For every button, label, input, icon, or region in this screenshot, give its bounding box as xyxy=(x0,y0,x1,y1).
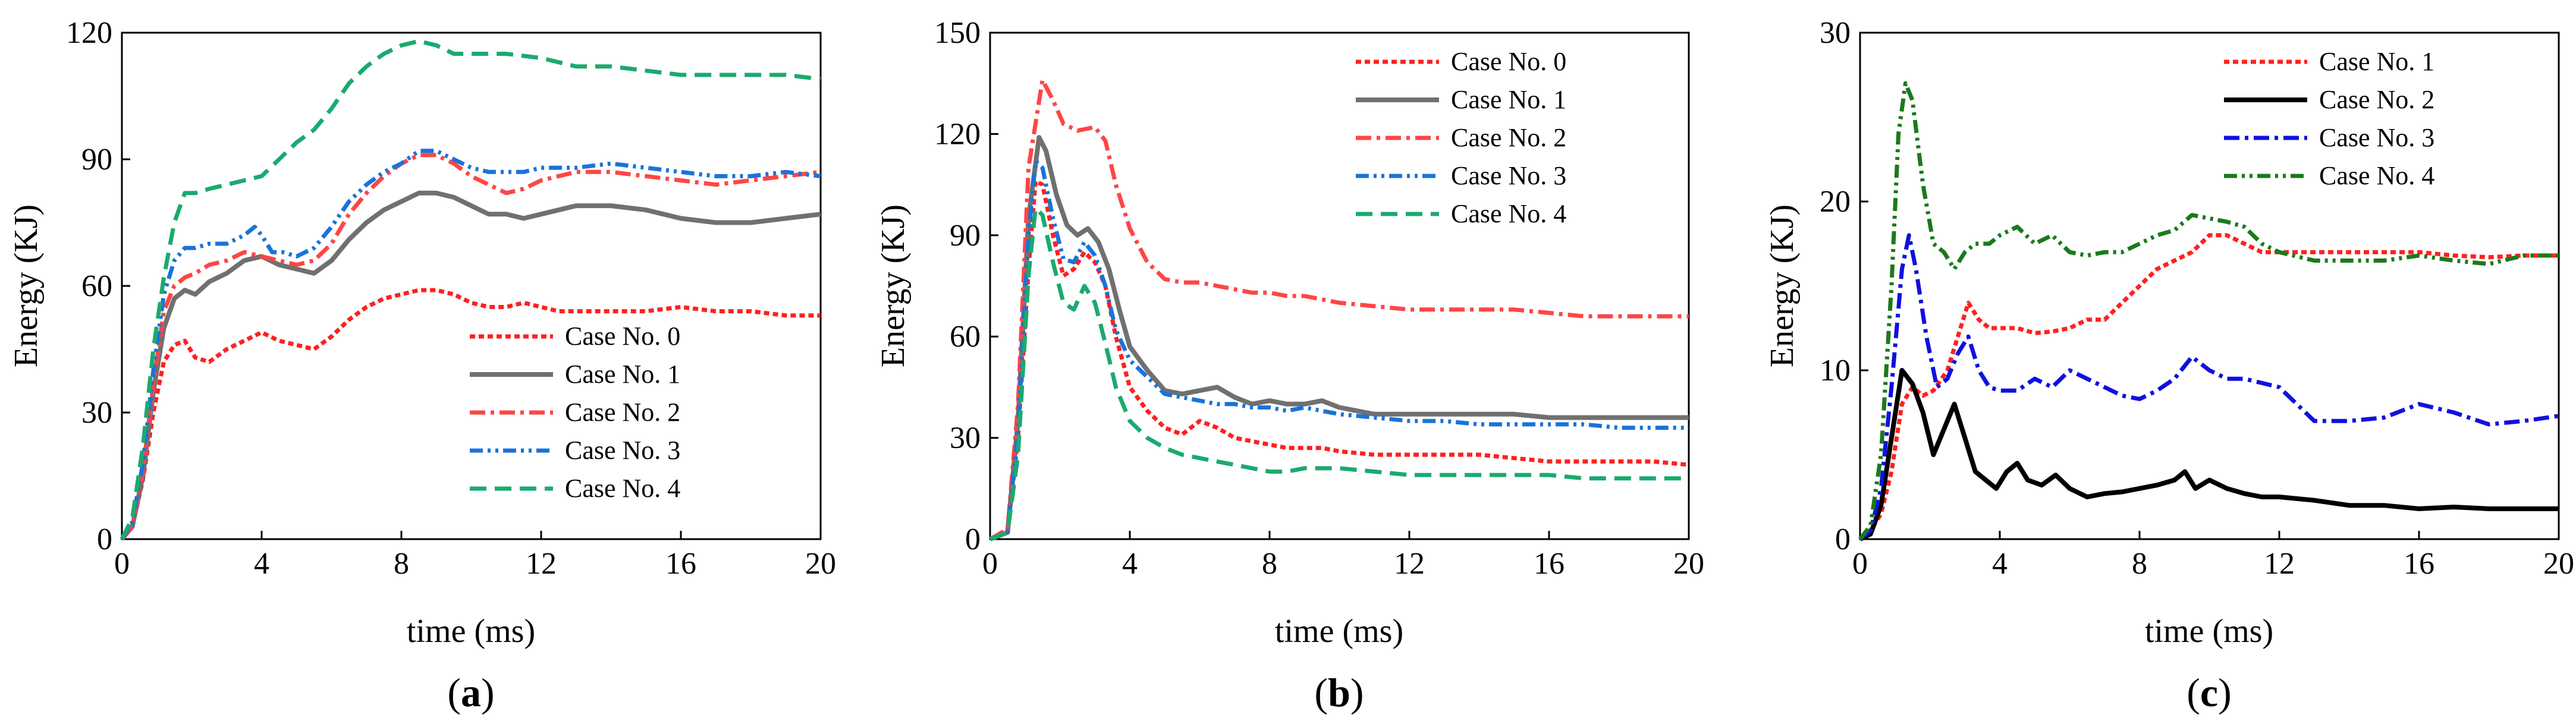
panel-a-series-case-no-2 xyxy=(120,153,821,541)
panel-a-xtick-label: 12 xyxy=(526,547,557,581)
panel-c-xtick-label: 20 xyxy=(2543,547,2574,581)
panel-a-ylabel: Energy (KJ) xyxy=(8,204,45,367)
panel-a-legend: Case No. 0 Case No. 1 Case No. 2 Case No. 3… xyxy=(470,322,680,503)
panel-c-legend-label: Case No. 1 xyxy=(2319,47,2434,76)
panel-a-ytick-label: 30 xyxy=(81,396,112,430)
panel-b-legend: Case No. 0 Case No. 1 Case No. 2 Case No. 3… xyxy=(1356,47,1566,228)
panel-c-ylabel: Energy (KJ) xyxy=(1764,204,1801,367)
panel-c-ticks: 0 4 8 12 16 20 0 10 20 30 xyxy=(1820,16,2574,581)
panel-c-xtick-label: 16 xyxy=(2404,547,2434,581)
panel-c-xtick-label: 8 xyxy=(2132,547,2147,581)
panel-c-xtick-label: 4 xyxy=(1992,547,2008,581)
panel-b-ytick-label: 30 xyxy=(950,421,981,455)
panel-b-legend-label: Case No. 1 xyxy=(1451,85,1566,114)
panel-c-frame xyxy=(1859,32,2560,540)
panel-a-ytick-label: 120 xyxy=(66,16,112,50)
panel-a-legend-label: Case No. 1 xyxy=(565,360,680,389)
panel-b-series xyxy=(989,78,1689,542)
panel-c-xtick-label: 0 xyxy=(1852,547,1868,581)
panel-b-ytick-label: 150 xyxy=(934,16,981,50)
panel-a: 0 4 8 12 16 20 0 30 60 90 120 Case No. 0 Case No. 1… xyxy=(8,16,836,715)
panel-a-xtick-label: 16 xyxy=(665,547,696,581)
panel-a-xtick-label: 8 xyxy=(394,547,409,581)
panel-b-ylabel: Energy (KJ) xyxy=(875,204,912,367)
panel-a-ytick-label: 90 xyxy=(81,143,112,177)
panel-b-xtick-label: 16 xyxy=(1534,547,1565,581)
panel-b-ytick-label: 0 xyxy=(965,522,981,556)
panel-b-series-case-no-2 xyxy=(989,78,1689,542)
panel-c-xtick-label: 12 xyxy=(2264,547,2295,581)
panel-c-label: (c) xyxy=(2187,670,2232,715)
panel-a-ytick-label: 0 xyxy=(97,522,112,556)
panel-a-xtick-label: 4 xyxy=(254,547,269,581)
panel-b-xtick-label: 0 xyxy=(982,547,998,581)
panel-c-series xyxy=(1858,81,2559,542)
panel-c-ytick-label: 10 xyxy=(1820,354,1851,388)
panel-b-legend-label: Case No. 2 xyxy=(1451,123,1566,152)
panel-a-series-case-no-3 xyxy=(120,149,821,540)
panel-a-series-case-no-0 xyxy=(120,288,821,541)
panel-c-series-case-no-3 xyxy=(1858,233,2559,541)
panel-b-ytick-label: 90 xyxy=(950,219,981,253)
panel-c-series-case-no-2 xyxy=(1859,368,2559,542)
panel-a-series-case-no-1 xyxy=(120,190,821,541)
panel-c-series-case-no-1 xyxy=(1858,233,2559,541)
panel-a-frame xyxy=(121,32,822,540)
panel-a-ytick-label: 60 xyxy=(81,269,112,303)
panel-c-legend-label: Case No. 3 xyxy=(2319,123,2434,152)
panel-a-xlabel: time (ms) xyxy=(407,613,535,650)
panel-a-label: (a) xyxy=(447,670,494,715)
panel-b-ytick-label: 120 xyxy=(934,117,981,151)
panel-a-legend-label: Case No. 4 xyxy=(565,474,680,503)
panel-b-xtick-label: 12 xyxy=(1394,547,1425,581)
panel-a-xtick-label: 0 xyxy=(114,547,130,581)
panel-c-ytick-label: 0 xyxy=(1835,522,1851,556)
panel-b-series-case-no-0 xyxy=(989,179,1689,542)
panel-c-xlabel: time (ms) xyxy=(2145,613,2273,650)
panel-b-legend-label: Case No. 0 xyxy=(1451,47,1566,76)
panel-b-ytick-label: 60 xyxy=(950,320,981,354)
panel-b-xtick-label: 4 xyxy=(1122,547,1138,581)
panel-a-series-case-no-4 xyxy=(120,39,821,540)
panel-b-legend-label: Case No. 4 xyxy=(1451,199,1566,228)
panel-a-legend-label: Case No. 0 xyxy=(565,322,680,351)
panel-b-xtick-label: 8 xyxy=(1262,547,1277,581)
panel-c-legend-label: Case No. 2 xyxy=(2319,85,2434,114)
panel-b-series-case-no-3 xyxy=(989,159,1689,542)
panel-b-ticks: 0 4 8 12 16 20 0 30 60 90 120 150 xyxy=(934,16,1704,581)
panel-c-legend: Case No. 1 Case No. 2 Case No. 3 Case No. 4 xyxy=(2224,47,2434,190)
panel-a-series xyxy=(120,39,821,541)
panel-b-xtick-label: 20 xyxy=(1673,547,1704,581)
panel-a-legend-label: Case No. 2 xyxy=(565,398,680,427)
panel-a-legend-label: Case No. 3 xyxy=(565,436,680,465)
panel-b-frame xyxy=(989,32,1690,540)
panel-c-series-case-no-4 xyxy=(1858,81,2559,541)
panel-b-series-case-no-1 xyxy=(989,135,1689,542)
panel-c-ytick-label: 30 xyxy=(1820,16,1851,50)
panel-b-label: (b) xyxy=(1314,670,1364,715)
panel-c-legend-label: Case No. 4 xyxy=(2319,161,2434,190)
panel-b-series-case-no-4 xyxy=(989,206,1689,542)
panel-b-xlabel: time (ms) xyxy=(1275,613,1403,650)
panel-c-ytick-label: 20 xyxy=(1820,185,1851,219)
panel-b-legend-label: Case No. 3 xyxy=(1451,161,1566,190)
panel-a-xtick-label: 20 xyxy=(805,547,836,581)
panel-a-ticks: 0 4 8 12 16 20 0 30 60 90 120 xyxy=(66,16,836,581)
